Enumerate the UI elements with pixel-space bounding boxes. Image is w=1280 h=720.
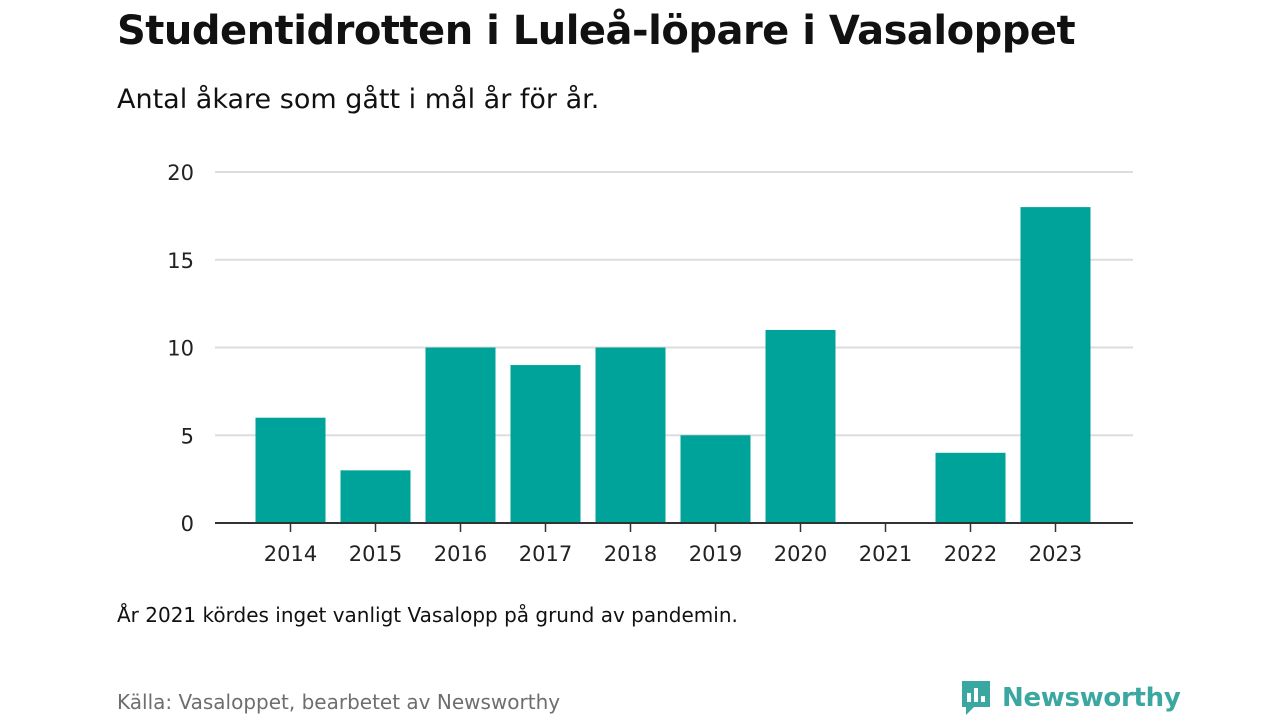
bar-2018	[595, 347, 666, 523]
footnote: År 2021 kördes inget vanligt Vasalopp på…	[117, 603, 738, 627]
bar-2020	[765, 329, 836, 523]
bar-2014	[255, 417, 326, 523]
y-axis-ticks: 0 5 10 15 20	[167, 161, 194, 536]
brand-name: Newsworthy	[1002, 683, 1181, 713]
brand-logo: Newsworthy	[960, 680, 1181, 716]
x-tick-label: 2021	[859, 542, 912, 566]
y-tick-label: 0	[181, 512, 194, 536]
bar-2023	[1020, 207, 1091, 523]
source-credit: Källa: Vasaloppet, bearbetet av Newswort…	[117, 690, 561, 714]
y-tick-label: 10	[167, 337, 194, 361]
y-tick-label: 5	[181, 424, 194, 448]
chart-subtitle: Antal åkare som gått i mål år för år.	[117, 84, 600, 115]
x-tick-label: 2015	[349, 542, 402, 566]
bar-2022	[935, 452, 1006, 523]
x-tick-label: 2023	[1029, 542, 1082, 566]
bar-chart: 0 5 10 15 20 2014 2015 2016 2017 2018 2019 2020 202…	[167, 161, 1133, 566]
x-tick-label: 2014	[264, 542, 317, 566]
bar-2019	[680, 435, 751, 523]
newsworthy-logo-icon	[962, 681, 990, 715]
x-tick-label: 2017	[519, 542, 572, 566]
chart-title: Studentidrotten i Luleå-löpare i Vasalop…	[117, 8, 1076, 54]
x-tick-label: 2018	[604, 542, 657, 566]
x-tick-label: 2016	[434, 542, 487, 566]
bar-2017	[510, 365, 581, 523]
y-tick-label: 20	[167, 161, 194, 185]
x-axis-ticks: 2014 2015 2016 2017 2018 2019 2020 2021 2022 2023	[264, 523, 1082, 566]
y-tick-label: 15	[167, 249, 194, 273]
x-tick-label: 2019	[689, 542, 742, 566]
x-tick-label: 2020	[774, 542, 827, 566]
bar-2016	[425, 347, 496, 523]
gridlines	[215, 171, 1133, 437]
bar-2015	[340, 470, 411, 523]
x-tick-label: 2022	[944, 542, 997, 566]
bars	[255, 207, 1091, 523]
